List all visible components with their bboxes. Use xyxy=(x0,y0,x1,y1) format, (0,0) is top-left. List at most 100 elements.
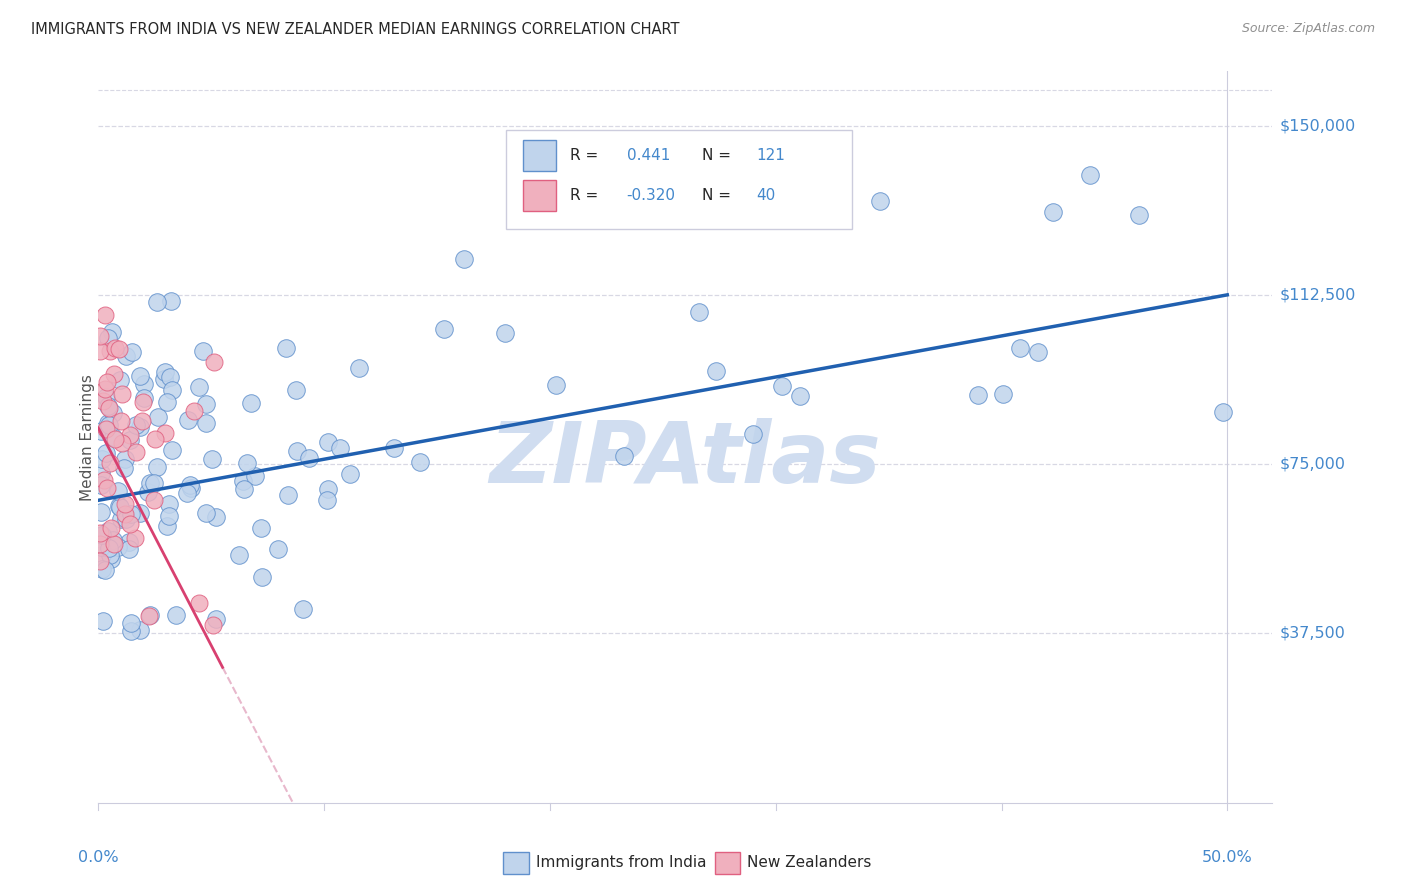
Text: R =: R = xyxy=(571,148,603,163)
Point xyxy=(742,426,765,441)
Text: N =: N = xyxy=(702,148,735,163)
Point xyxy=(89,329,111,343)
Bar xyxy=(523,140,557,171)
Text: R =: R = xyxy=(571,188,603,203)
Point xyxy=(329,441,352,455)
Point xyxy=(118,542,141,557)
Point xyxy=(232,482,254,496)
Point xyxy=(704,364,727,378)
Point xyxy=(118,427,141,442)
Point xyxy=(90,527,112,541)
Point xyxy=(179,478,201,492)
Point xyxy=(120,624,142,639)
Text: $150,000: $150,000 xyxy=(1279,118,1355,133)
Point xyxy=(205,612,228,626)
Point xyxy=(104,341,127,355)
Point xyxy=(1042,205,1064,219)
Point xyxy=(267,541,290,556)
Point xyxy=(120,507,142,521)
Point xyxy=(100,552,122,566)
Point xyxy=(98,344,121,359)
Text: Immigrants from India: Immigrants from India xyxy=(536,855,706,870)
Point xyxy=(91,452,114,467)
Point xyxy=(110,512,132,526)
Point xyxy=(97,331,120,345)
Point xyxy=(409,455,432,469)
Point xyxy=(89,344,111,359)
Point xyxy=(316,492,339,507)
Point xyxy=(103,367,125,381)
Point xyxy=(96,422,118,436)
Text: 50.0%: 50.0% xyxy=(1202,850,1253,865)
Point xyxy=(156,519,179,533)
Point xyxy=(201,452,224,467)
Point xyxy=(108,373,131,387)
Point xyxy=(232,474,254,488)
Point xyxy=(90,466,112,480)
Point xyxy=(688,305,710,319)
Point xyxy=(98,417,121,432)
Point xyxy=(129,420,152,434)
Point xyxy=(89,554,111,568)
Point xyxy=(107,342,129,356)
Point xyxy=(143,432,166,446)
Point xyxy=(101,406,124,420)
Point xyxy=(274,341,297,355)
Point xyxy=(967,388,990,402)
Point xyxy=(93,473,115,487)
Point xyxy=(138,609,160,624)
Point xyxy=(115,512,138,526)
Point xyxy=(111,435,134,450)
Point xyxy=(194,397,217,411)
Point xyxy=(544,378,567,392)
Point xyxy=(155,426,177,441)
Point xyxy=(89,525,111,540)
Point xyxy=(153,372,176,386)
Point xyxy=(1008,342,1031,356)
Point xyxy=(131,414,153,428)
Point xyxy=(110,414,132,428)
Point xyxy=(146,409,169,424)
Point xyxy=(97,541,120,556)
Point xyxy=(100,456,122,470)
Point xyxy=(1128,208,1150,222)
Point xyxy=(433,322,456,336)
Point xyxy=(120,615,142,630)
Point xyxy=(114,497,136,511)
Point xyxy=(243,468,266,483)
Point xyxy=(138,476,160,491)
Point xyxy=(228,548,250,562)
Point xyxy=(108,500,131,515)
Point xyxy=(195,416,218,430)
Point xyxy=(129,506,152,520)
Point xyxy=(162,383,184,397)
Point xyxy=(94,446,117,460)
Point xyxy=(90,548,112,562)
Text: $112,500: $112,500 xyxy=(1279,287,1355,302)
Point xyxy=(160,294,183,309)
Point xyxy=(285,444,308,458)
Point xyxy=(97,399,120,413)
Text: ZIPAtlas: ZIPAtlas xyxy=(489,417,882,500)
Point xyxy=(349,361,371,376)
Point xyxy=(235,456,257,470)
Point xyxy=(146,460,169,475)
Point xyxy=(159,369,181,384)
Text: $75,000: $75,000 xyxy=(1279,457,1346,472)
Point xyxy=(155,365,177,379)
Point xyxy=(1212,405,1234,419)
Point xyxy=(318,435,340,450)
Point xyxy=(129,624,152,638)
Point xyxy=(114,451,136,466)
Point xyxy=(94,308,117,322)
Point xyxy=(90,505,112,519)
Text: 40: 40 xyxy=(756,188,775,203)
Point xyxy=(194,506,217,520)
Point xyxy=(132,391,155,405)
Point xyxy=(96,482,118,496)
Point xyxy=(125,418,148,433)
Point xyxy=(125,444,148,458)
Y-axis label: Median Earnings: Median Earnings xyxy=(80,374,94,500)
Text: $37,500: $37,500 xyxy=(1279,626,1346,641)
Point xyxy=(292,601,315,615)
